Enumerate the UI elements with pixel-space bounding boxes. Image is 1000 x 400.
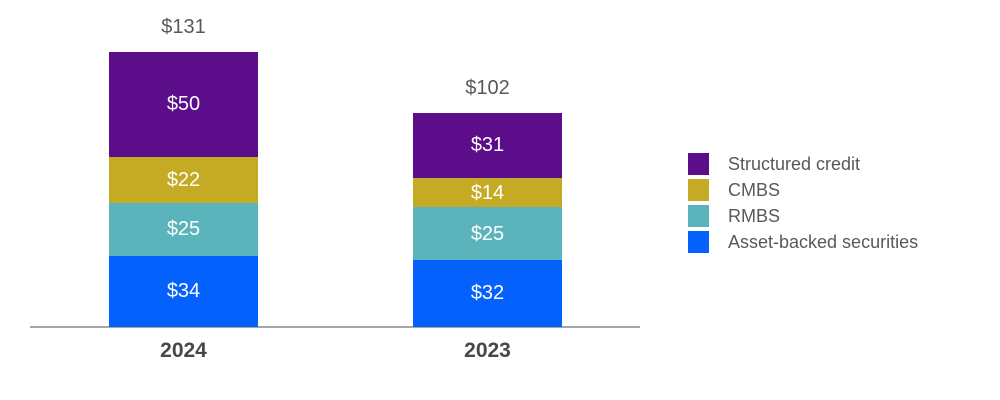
bar-segment-rmbs-2023: $25 — [413, 207, 562, 260]
bar-total-label-2024: $131 — [161, 15, 206, 38]
segment-value-label: $32 — [470, 282, 505, 305]
legend-item-structured-credit: Structured credit — [688, 153, 918, 175]
legend-label: Asset-backed securities — [728, 231, 919, 252]
legend-swatch-asset-backed-securities — [688, 231, 709, 253]
legend-item-rmbs: RMBS — [688, 205, 918, 227]
legend: Structured credit CMBS RMBS Asset-backed se… — [688, 153, 918, 257]
segment-value-label: $34 — [166, 280, 201, 303]
category-label-2024: 2024 — [160, 339, 207, 362]
segment-value-label: $14 — [470, 181, 505, 204]
legend-swatch-cmbs — [688, 179, 709, 201]
legend-swatch-structured-credit — [688, 153, 709, 175]
legend-item-asset-backed-securities: Asset-backed securities — [688, 231, 918, 253]
segment-value-label: $31 — [470, 134, 505, 157]
bar-segment-asset-backed-securities-2023: $32 — [413, 259, 562, 327]
segment-value-label: $50 — [166, 93, 201, 116]
legend-label: CMBS — [728, 179, 781, 200]
segment-value-label: $25 — [166, 218, 201, 241]
bar-segment-cmbs-2023: $14 — [413, 177, 562, 208]
x-axis-line — [30, 326, 640, 328]
bar-total-label-2023: $102 — [465, 76, 510, 99]
bar-segment-cmbs-2024: $22 — [109, 156, 258, 204]
category-label-2023: 2023 — [464, 339, 511, 362]
bar-segment-structured-credit-2023: $31 — [413, 112, 562, 178]
bar-segment-asset-backed-securities-2024: $34 — [109, 255, 258, 327]
legend-label: RMBS — [728, 205, 781, 226]
segment-value-label: $25 — [470, 222, 505, 245]
legend-swatch-rmbs — [688, 205, 709, 227]
legend-label: Structured credit — [728, 153, 861, 174]
bar-segment-rmbs-2024: $25 — [109, 203, 258, 256]
segment-value-label: $22 — [166, 168, 201, 191]
legend-item-cmbs: CMBS — [688, 179, 918, 201]
bar-segment-structured-credit-2024: $50 — [109, 51, 258, 157]
